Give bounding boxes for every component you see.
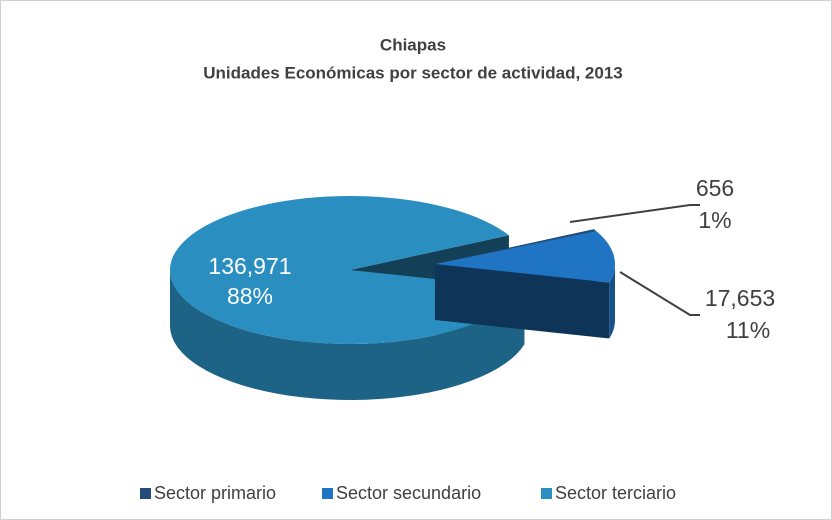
legend-label: Sector secundario (336, 483, 481, 503)
slice (435, 231, 616, 283)
slice (435, 229, 597, 264)
data-label: 656 (696, 175, 734, 201)
percent-label: 11% (726, 317, 770, 343)
percent-label: 1% (698, 207, 731, 233)
chart-title: Chiapas (380, 35, 446, 54)
legend-swatch (541, 488, 552, 499)
leader-line (619, 271, 700, 316)
legend-label: Sector primario (154, 483, 276, 503)
chart-subtitle: Unidades Económicas por sector de activi… (203, 63, 623, 82)
legend-label: Sector terciario (555, 483, 676, 503)
data-label: 17,653 (705, 285, 775, 311)
legend-swatch (322, 488, 333, 499)
legend-swatch (140, 488, 151, 499)
slice-side (170, 270, 525, 400)
data-label: 136,971 (208, 253, 291, 279)
leader-line (569, 204, 700, 223)
slice-wall (435, 264, 610, 339)
slice-side (609, 264, 615, 339)
percent-label: 88% (227, 283, 273, 309)
